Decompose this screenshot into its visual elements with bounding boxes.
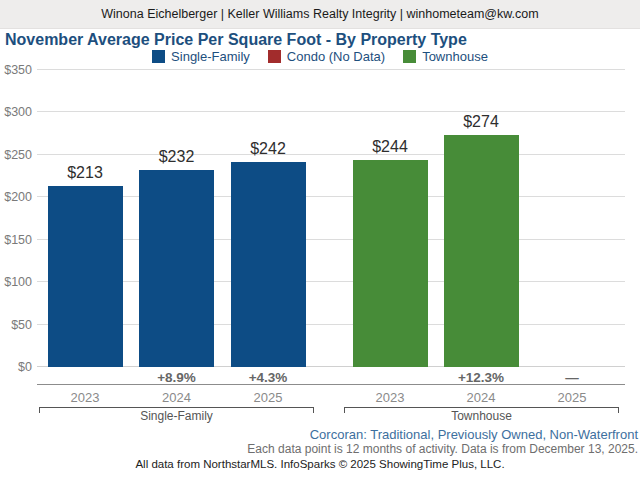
legend-item: Single-Family bbox=[152, 49, 250, 64]
bar-value-label: $232 bbox=[132, 148, 222, 166]
gridline bbox=[37, 239, 625, 240]
attribution-text: All data from NorthstarMLS. InfoSparks ©… bbox=[0, 458, 640, 470]
axis-separator-line bbox=[37, 384, 625, 385]
x-axis-year-label: 2024 bbox=[131, 390, 223, 405]
y-axis-tick-label: $200 bbox=[0, 190, 32, 204]
x-axis-year-label: 2025 bbox=[222, 390, 314, 405]
group-name-label: Townhouse bbox=[344, 409, 619, 423]
legend-label: Single-Family bbox=[171, 49, 250, 64]
data-note-text: Each data point is 12 months of activity… bbox=[2, 442, 638, 456]
gridline bbox=[37, 366, 625, 367]
chart-legend: Single-Family Condo (No Data) Townhouse bbox=[0, 49, 640, 64]
gridline bbox=[37, 111, 625, 112]
legend-swatch-icon bbox=[268, 50, 281, 63]
legend-item: Townhouse bbox=[403, 49, 488, 64]
legend-label: Condo (No Data) bbox=[287, 49, 385, 64]
legend-label: Townhouse bbox=[422, 49, 488, 64]
bar-townhouse-2023 bbox=[353, 160, 428, 367]
bar-single-family-2025 bbox=[231, 162, 306, 367]
gridline bbox=[37, 69, 625, 70]
chart-title: November Average Price Per Square Foot -… bbox=[5, 31, 635, 49]
y-axis-tick-label: $350 bbox=[0, 63, 32, 77]
change-percent-label: +8.9% bbox=[131, 370, 223, 385]
gridline bbox=[37, 281, 625, 282]
filter-criteria-text: Corcoran: Traditional, Previously Owned,… bbox=[2, 427, 638, 442]
bar-single-family-2024 bbox=[139, 170, 214, 367]
legend-swatch-icon bbox=[152, 50, 165, 63]
y-axis-tick-label: $0 bbox=[0, 360, 32, 374]
legend-swatch-icon bbox=[403, 50, 416, 63]
legend-item: Condo (No Data) bbox=[268, 49, 385, 64]
bar-value-label: $274 bbox=[436, 113, 526, 131]
y-axis-tick-label: $50 bbox=[0, 318, 32, 332]
change-percent-label: +4.3% bbox=[222, 370, 314, 385]
y-axis-tick-label: $150 bbox=[0, 233, 32, 247]
gridline bbox=[37, 154, 625, 155]
bar-townhouse-2024 bbox=[444, 135, 519, 368]
y-axis-tick-label: $250 bbox=[0, 148, 32, 162]
x-axis-year-label: 2024 bbox=[435, 390, 527, 405]
change-percent-label: — bbox=[526, 370, 618, 385]
bar-value-label: $242 bbox=[223, 140, 313, 158]
x-axis-year-label: 2023 bbox=[39, 390, 131, 405]
y-axis-tick-label: $300 bbox=[0, 105, 32, 119]
chart-plot-area: $213$232$242 $244$274 bbox=[37, 70, 625, 367]
x-axis-year-label: 2025 bbox=[526, 390, 618, 405]
bar-value-label: $213 bbox=[40, 164, 130, 182]
x-axis-year-label: 2023 bbox=[344, 390, 436, 405]
bar-single-family-2023 bbox=[48, 186, 123, 367]
y-axis-tick-label: $100 bbox=[0, 275, 32, 289]
gridline bbox=[37, 324, 625, 325]
change-percent-label: +12.3% bbox=[435, 370, 527, 385]
contact-header-text: Winona Eichelberger | Keller Williams Re… bbox=[101, 7, 538, 21]
contact-header: Winona Eichelberger | Keller Williams Re… bbox=[0, 0, 640, 29]
group-name-label: Single-Family bbox=[39, 409, 314, 423]
gridline bbox=[37, 196, 625, 197]
bar-value-label: $244 bbox=[345, 138, 435, 156]
